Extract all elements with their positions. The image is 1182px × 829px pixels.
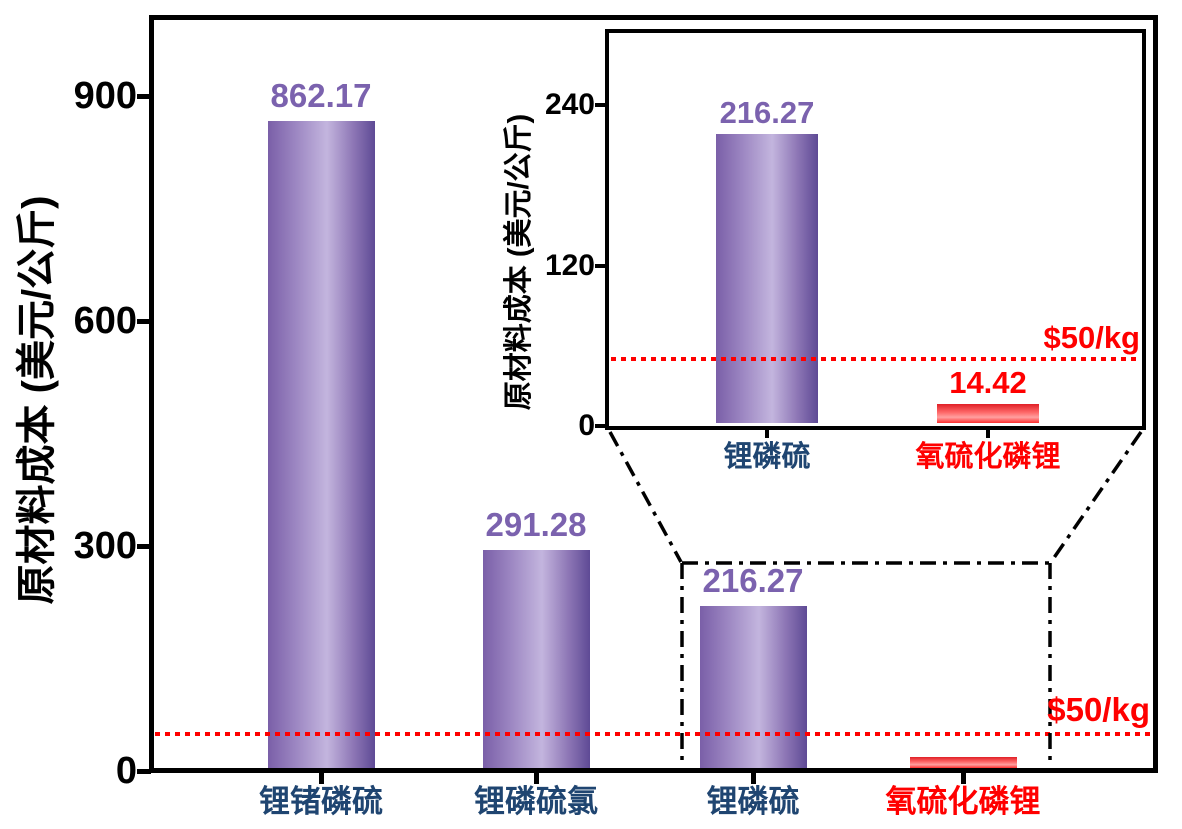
inset-plot-area bbox=[605, 29, 1146, 430]
zoom-connector-right bbox=[1049, 431, 1143, 563]
inset-ref-line-label: $50/kg bbox=[1043, 320, 1140, 355]
main-ref-line-label: $50/kg bbox=[1047, 691, 1150, 728]
zoom-connector-left bbox=[608, 431, 683, 563]
main-y-axis-title: 原材料成本 (美元/公斤) bbox=[15, 195, 59, 605]
inset-y-axis-title: 原材料成本 (美元/公斤) bbox=[503, 113, 535, 411]
